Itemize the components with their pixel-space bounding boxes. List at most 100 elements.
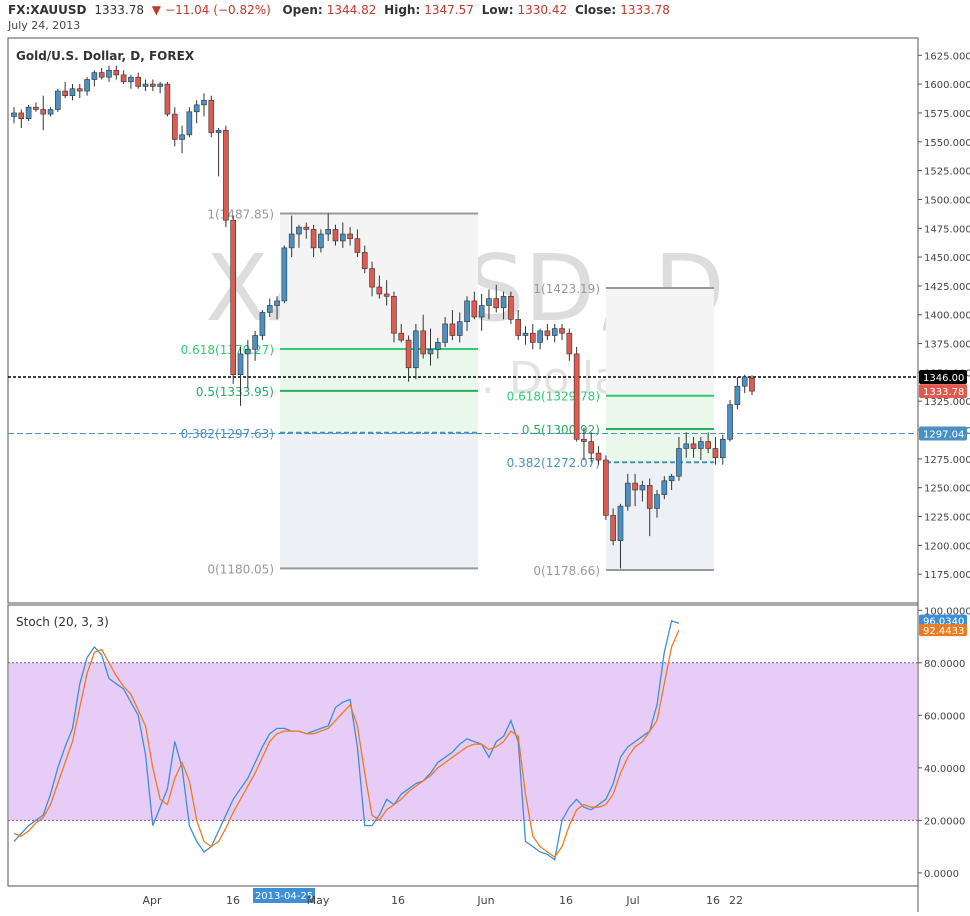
stoch-d-line[interactable]: [13, 629, 680, 859]
candle-body[interactable]: [544, 330, 551, 336]
candle-body[interactable]: [500, 295, 507, 309]
candle-body[interactable]: [624, 482, 631, 507]
candle-body[interactable]: [719, 438, 726, 459]
candle-body[interactable]: [566, 332, 573, 355]
candle-body[interactable]: [179, 134, 185, 140]
candle-body[interactable]: [288, 233, 295, 249]
candle-body[interactable]: [449, 323, 456, 336]
candle-body[interactable]: [683, 443, 690, 449]
candle-body[interactable]: [581, 438, 587, 442]
candle-body[interactable]: [354, 238, 361, 253]
candle-body[interactable]: [18, 112, 25, 120]
candle-body[interactable]: [164, 83, 171, 115]
candle-body[interactable]: [617, 505, 624, 542]
candle-body[interactable]: [610, 515, 616, 542]
candle-body[interactable]: [632, 482, 638, 491]
candle-body[interactable]: [310, 229, 317, 249]
candle-body[interactable]: [11, 112, 17, 117]
candle-body[interactable]: [471, 300, 478, 318]
candle-body[interactable]: [734, 385, 741, 405]
candle-body[interactable]: [33, 106, 39, 110]
candle-body[interactable]: [106, 69, 112, 78]
candle-body[interactable]: [245, 349, 251, 355]
candle-body[interactable]: [427, 349, 434, 355]
candle-body[interactable]: [646, 485, 653, 509]
candle-body[interactable]: [47, 109, 54, 115]
candle-body[interactable]: [171, 113, 178, 140]
candle-body[interactable]: [40, 109, 47, 115]
candle-body[interactable]: [62, 90, 68, 96]
candle-body[interactable]: [405, 339, 412, 369]
candle-body[interactable]: [113, 69, 120, 76]
candle-body[interactable]: [493, 298, 500, 309]
candle-body[interactable]: [318, 233, 324, 249]
candle-body[interactable]: [551, 328, 558, 336]
stoch-k-line[interactable]: [13, 619, 680, 861]
candle-body[interactable]: [595, 452, 602, 461]
candle-body[interactable]: [25, 106, 32, 120]
candle-body[interactable]: [391, 295, 397, 334]
candle-body[interactable]: [91, 72, 98, 80]
candle-body[interactable]: [661, 480, 668, 495]
candle-body[interactable]: [76, 88, 83, 92]
symbol[interactable]: FX:XAUUSD: [8, 3, 87, 17]
candle-body[interactable]: [266, 305, 273, 313]
candle-body[interactable]: [442, 323, 448, 343]
candle-body[interactable]: [435, 342, 441, 350]
candle-body[interactable]: [223, 129, 229, 221]
candle-body[interactable]: [522, 332, 529, 336]
candle-body[interactable]: [464, 300, 470, 322]
candle-body[interactable]: [186, 111, 193, 136]
candle-body[interactable]: [208, 99, 215, 133]
candle-body[interactable]: [749, 378, 755, 392]
candle-body[interactable]: [274, 300, 280, 306]
candle-body[interactable]: [398, 332, 405, 341]
candle-body[interactable]: [559, 328, 565, 334]
candle-body[interactable]: [120, 74, 127, 83]
candle-body[interactable]: [259, 312, 266, 336]
candle-body[interactable]: [193, 104, 200, 113]
candle-body[interactable]: [150, 83, 156, 87]
candle-body[interactable]: [252, 335, 258, 350]
candle-body[interactable]: [537, 330, 543, 343]
candle-body[interactable]: [98, 72, 105, 78]
candle-body[interactable]: [712, 448, 719, 459]
candle-body[interactable]: [705, 441, 711, 449]
candle-body[interactable]: [529, 332, 536, 343]
candle-body[interactable]: [486, 298, 492, 306]
candle-body[interactable]: [69, 88, 76, 96]
candle-body[interactable]: [215, 129, 222, 133]
candle-body[interactable]: [281, 247, 288, 302]
candle-body[interactable]: [325, 229, 331, 235]
candle-body[interactable]: [698, 441, 704, 449]
candle-body[interactable]: [84, 79, 90, 92]
candle-body[interactable]: [456, 321, 463, 336]
candle-body[interactable]: [676, 448, 682, 477]
candle-body[interactable]: [135, 76, 142, 87]
candle-body[interactable]: [515, 319, 521, 336]
candle-body[interactable]: [668, 475, 675, 482]
candle-body[interactable]: [639, 485, 646, 491]
candle-body[interactable]: [727, 404, 733, 440]
candle-body[interactable]: [296, 226, 302, 235]
candle-body[interactable]: [142, 83, 149, 87]
candle-body[interactable]: [303, 226, 310, 230]
candle-body[interactable]: [361, 252, 368, 269]
candle-body[interactable]: [654, 494, 660, 509]
candle-body[interactable]: [347, 233, 353, 239]
candle-body[interactable]: [128, 76, 134, 83]
candle-body[interactable]: [376, 286, 383, 295]
candle-body[interactable]: [157, 83, 163, 87]
candle-body[interactable]: [383, 293, 390, 297]
candle-body[interactable]: [332, 229, 339, 242]
candle-body[interactable]: [573, 353, 580, 440]
candle-body[interactable]: [55, 90, 61, 110]
candle-body[interactable]: [420, 330, 426, 355]
candle-body[interactable]: [690, 443, 697, 449]
candle-body[interactable]: [508, 295, 514, 320]
candle-body[interactable]: [201, 99, 207, 106]
candle-body[interactable]: [603, 459, 609, 516]
candle-body[interactable]: [340, 233, 346, 242]
candle-body[interactable]: [741, 376, 748, 387]
